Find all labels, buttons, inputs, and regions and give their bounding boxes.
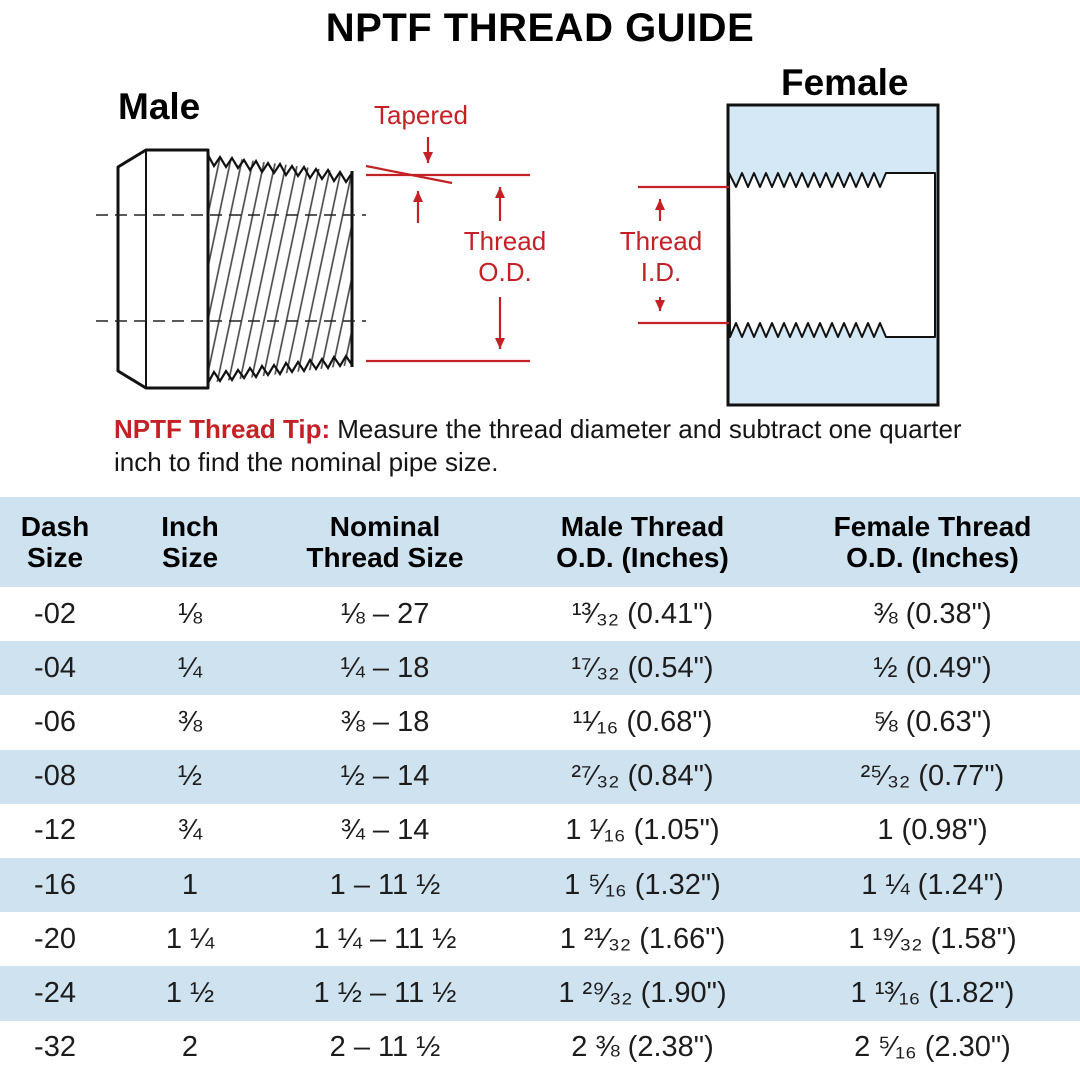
table-row: -08 ½ ½ – 14 ²⁷⁄₃₂ (0.84") ²⁵⁄₃₂ (0.77") bbox=[0, 749, 1080, 804]
table-cell: 1 ¹⁹⁄₃₂ (1.58") bbox=[848, 922, 1017, 955]
male-section-label: Male bbox=[118, 86, 201, 127]
table-cell: ⅜ (0.38") bbox=[873, 597, 992, 630]
table-row: -16 1 1 – 11 ½ 1 ⁵⁄₁₆ (1.32") 1 ¼ (1.24"… bbox=[0, 857, 1080, 913]
table-cell: ½ (0.49") bbox=[873, 651, 992, 684]
table-row: -04 ¼ ¼ – 18 ¹⁷⁄₃₂ (0.54") ½ (0.49") bbox=[0, 641, 1080, 696]
female-section-label: Female bbox=[781, 62, 909, 103]
table-row: -02 ⅛ ⅛ – 27 ¹³⁄₃₂ (0.41") ⅜ (0.38") bbox=[0, 587, 1080, 641]
table-cell: 1 ¼ – 11 ½ bbox=[313, 922, 457, 955]
thread-size-table: Dash Size Inch Size Nominal Thread Size … bbox=[0, 497, 1080, 1075]
thread-od-annotation-label: Thread O.D. bbox=[440, 226, 570, 288]
header-female-thread-od: Female Thread O.D. (Inches) bbox=[833, 511, 1032, 573]
table-cell: ½ bbox=[177, 760, 203, 793]
table-cell: -16 bbox=[34, 868, 76, 901]
table-cell: -32 bbox=[34, 1031, 76, 1064]
thread-diagram bbox=[96, 103, 940, 407]
table-cell: ⅛ – 27 bbox=[340, 597, 430, 630]
tip-heading: NPTF Thread Tip: bbox=[114, 414, 331, 444]
table-cell: ½ – 14 bbox=[340, 760, 430, 793]
table-cell: 1 ¹³⁄₁₆ (1.82") bbox=[850, 976, 1015, 1009]
table-cell: ¾ – 14 bbox=[340, 814, 430, 847]
table-cell: 1 (0.98") bbox=[877, 814, 988, 847]
table-cell: 1 ¼ bbox=[165, 922, 215, 955]
table-cell: 2 bbox=[181, 1031, 199, 1064]
thread-id-label-line1: Thread bbox=[619, 226, 703, 256]
header-male-thread-od: Male Thread O.D. (Inches) bbox=[556, 511, 729, 573]
table-cell: 2 ⁵⁄₁₆ (2.30") bbox=[854, 1031, 1011, 1064]
table-cell: ¾ bbox=[177, 814, 203, 847]
table-cell: ¹¹⁄₁₆ (0.68") bbox=[572, 705, 713, 738]
table-cell: ⅛ bbox=[177, 597, 203, 630]
table-cell: 1 ²¹⁄₃₂ (1.66") bbox=[559, 922, 726, 955]
table-cell: 1 bbox=[181, 868, 199, 901]
thread-id-annotation-label: Thread I.D. bbox=[597, 226, 725, 288]
table-cell: -04 bbox=[34, 651, 76, 684]
table-cell: ¹³⁄₃₂ (0.41") bbox=[571, 597, 714, 630]
male-fitting-drawing bbox=[96, 148, 366, 390]
table-cell: 1 – 11 ½ bbox=[329, 868, 441, 901]
table-cell: ¹⁷⁄₃₂ (0.54") bbox=[571, 651, 714, 684]
table-cell: 2 ⅜ (2.38") bbox=[571, 1031, 714, 1064]
page-title: NPTF THREAD GUIDE bbox=[325, 6, 755, 50]
thread-od-label-line2: O.D. bbox=[478, 257, 532, 287]
table-body: -02 ⅛ ⅛ – 27 ¹³⁄₃₂ (0.41") ⅜ (0.38") -04… bbox=[0, 587, 1080, 1075]
tip-body: Measure the thread diameter and subtract… bbox=[114, 414, 962, 477]
table-cell: ²⁵⁄₃₂ (0.77") bbox=[860, 760, 1005, 793]
table-row: -24 1 ½ 1 ½ – 11 ½ 1 ²⁹⁄₃₂ (1.90") 1 ¹³⁄… bbox=[0, 966, 1080, 1021]
table-cell: 1 ½ – 11 ½ bbox=[313, 976, 457, 1009]
female-fitting-drawing bbox=[726, 103, 940, 407]
table-row: -20 1 ¼ 1 ¼ – 11 ½ 1 ²¹⁄₃₂ (1.66") 1 ¹⁹⁄… bbox=[0, 912, 1080, 966]
table-cell: ¼ – 18 bbox=[340, 651, 430, 684]
header-dash-size: Dash Size bbox=[20, 511, 90, 573]
table-cell: 1 ½ bbox=[165, 976, 215, 1009]
table-cell: ²⁷⁄₃₂ (0.84") bbox=[571, 760, 714, 793]
table-cell: ¼ bbox=[177, 651, 203, 684]
tapered-annotation-label: Tapered bbox=[374, 100, 468, 130]
table-cell: 1 ¼ (1.24") bbox=[861, 868, 1004, 901]
table-cell: 1 ¹⁄₁₆ (1.05") bbox=[565, 814, 720, 847]
red-dimension-annotations bbox=[365, 137, 729, 363]
table-cell: ⅝ (0.63") bbox=[873, 705, 992, 738]
table-cell: 1 ⁵⁄₁₆ (1.32") bbox=[564, 868, 721, 901]
table-row: -06 ⅜ ⅜ – 18 ¹¹⁄₁₆ (0.68") ⅝ (0.63") bbox=[0, 695, 1080, 749]
table-header-row: Dash Size Inch Size Nominal Thread Size … bbox=[0, 497, 1080, 587]
table-cell: -12 bbox=[34, 814, 76, 847]
table-cell: -08 bbox=[34, 760, 76, 793]
table-row: -12 ¾ ¾ – 14 1 ¹⁄₁₆ (1.05") 1 (0.98") bbox=[0, 804, 1080, 858]
thread-od-label-line1: Thread bbox=[463, 226, 547, 256]
table-cell: 1 ²⁹⁄₃₂ (1.90") bbox=[558, 976, 727, 1009]
header-nominal-thread-size: Nominal Thread Size bbox=[306, 511, 464, 573]
table-cell: -20 bbox=[34, 922, 76, 955]
table-row: -32 2 2 – 11 ½ 2 ⅜ (2.38") 2 ⁵⁄₁₆ (2.30"… bbox=[0, 1021, 1080, 1075]
table-cell: ⅜ – 18 bbox=[340, 705, 430, 738]
table-cell: -02 bbox=[34, 597, 76, 630]
table-cell: 2 – 11 ½ bbox=[329, 1031, 441, 1064]
thread-tip: NPTF Thread Tip: Measure the thread diame… bbox=[114, 413, 999, 479]
table-cell: ⅜ bbox=[177, 705, 203, 738]
thread-id-label-line2: I.D. bbox=[640, 257, 682, 287]
table-cell: -24 bbox=[34, 976, 76, 1009]
header-inch-size: Inch Size bbox=[161, 511, 219, 573]
table-cell: -06 bbox=[34, 705, 76, 738]
